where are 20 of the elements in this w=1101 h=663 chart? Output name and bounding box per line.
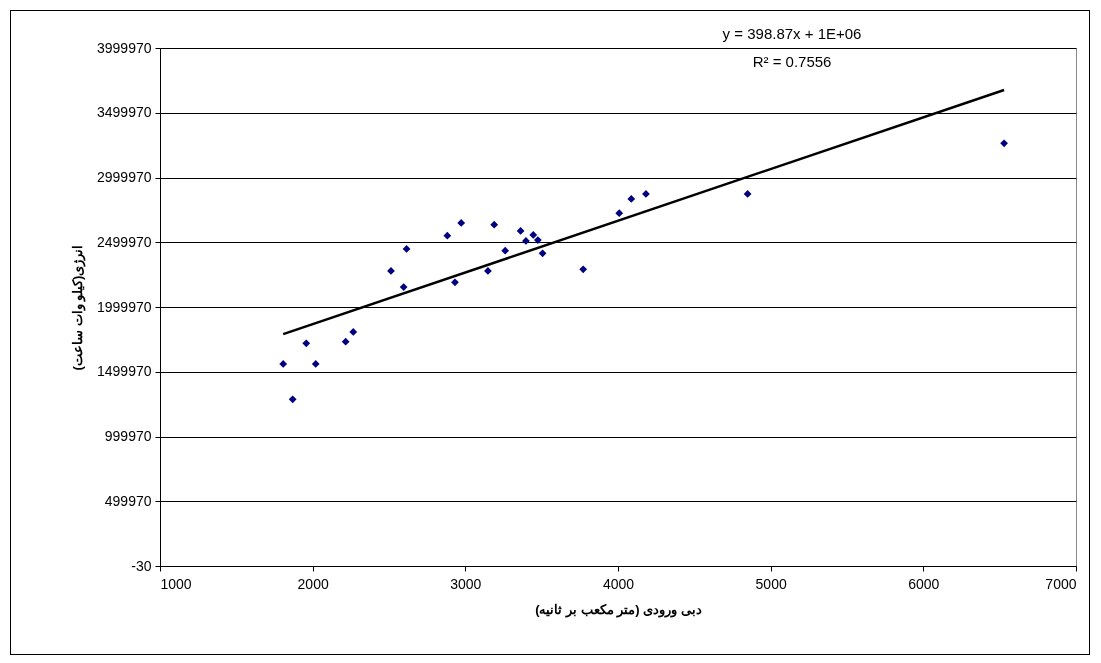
y-axis-title: انرژی(کیلو وات ساعت): [70, 244, 86, 371]
y-tick-label: 2999970: [96, 169, 152, 185]
y-tick-label: 999970: [104, 428, 152, 444]
y-tick-label: 1499970: [96, 363, 152, 380]
x-tick-label: 4000: [602, 575, 635, 592]
x-tick-label: 2000: [297, 575, 329, 592]
y-tick-label: 3499970: [96, 104, 152, 121]
x-tick-label: 7000: [1045, 575, 1077, 592]
y-tick-label: -30: [131, 557, 152, 574]
x-tick-label: 5000: [755, 575, 787, 592]
text: y = 398.87x + 1E+06: [722, 25, 862, 42]
x-axis-title: دبی ورودی (متر مکعب بر ثانیه): [535, 601, 702, 618]
y-tick-label: 2499970: [96, 233, 152, 250]
x-tick-label: 6000: [908, 575, 940, 592]
x-tick-label: 3000: [450, 575, 482, 592]
y-tick-label: 1999970: [96, 298, 152, 315]
x-tick-label: 1000: [160, 575, 192, 592]
annotation: R² = 0.7556: [752, 53, 832, 70]
y-tick-label: 499970: [104, 492, 152, 509]
y-tick-label: 3999970: [96, 39, 152, 56]
